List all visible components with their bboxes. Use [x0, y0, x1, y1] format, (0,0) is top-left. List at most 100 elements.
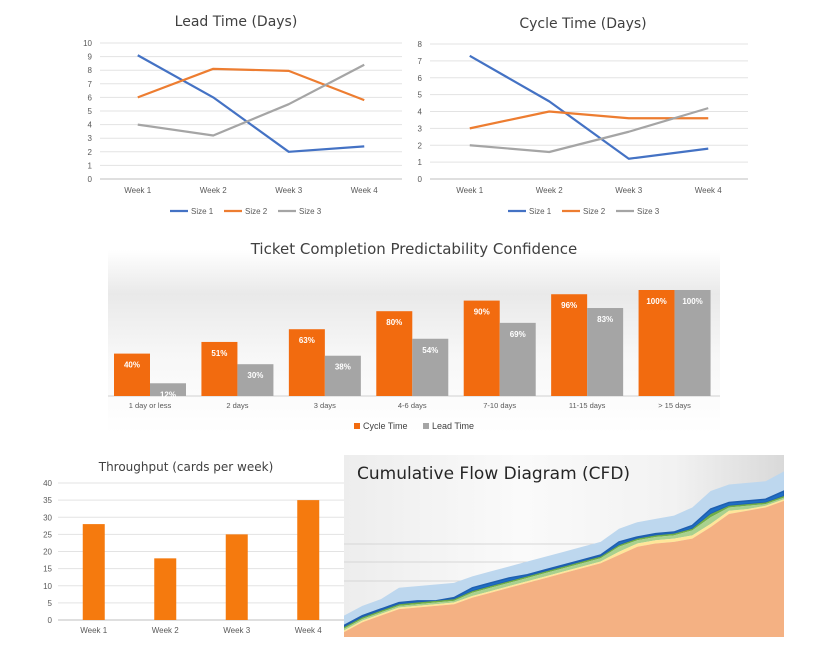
series-line: [469, 110, 709, 130]
legend-swatch: [423, 423, 429, 429]
legend-label: Size 2: [583, 207, 606, 216]
cycle-time-chart: Cycle Time (Days) 0 1 2 3 4 5 6 7 8 Week 1 Week 2 W…: [408, 8, 758, 224]
y-tick-label: 30: [43, 513, 52, 522]
y-tick-label: 20: [43, 548, 52, 557]
predictability-plot: 40% 12% 1 day or less 51% 30% 2 days 63% 38% 3 d…: [108, 290, 720, 431]
x-tick-label: 11-15 days: [569, 401, 606, 410]
x-tick-label: Week 2: [536, 186, 564, 195]
x-tick-label: 2 days: [226, 401, 248, 410]
x-tick-label: 4-6 days: [398, 401, 427, 410]
data-label: 90%: [474, 308, 490, 317]
y-tick-label: 1: [88, 161, 93, 170]
data-label: 96%: [561, 301, 577, 310]
legend-label: Size 3: [637, 207, 660, 216]
y-tick-label: 3: [88, 134, 93, 143]
series-line: [469, 54, 709, 160]
data-label: 80%: [386, 318, 402, 327]
chart-title: Throughput (cards per week): [98, 460, 274, 474]
data-label: 51%: [211, 349, 227, 358]
cfd-band: [344, 500, 784, 637]
throughput-plot: 0 5 10 15 20 25 30 35 40 Week 1 Week 2 Week 3 Week 4: [43, 479, 344, 635]
data-label: 83%: [597, 315, 613, 324]
predictability-chart: Ticket Completion Predictability Confide…: [108, 234, 720, 434]
chart-title: Ticket Completion Predictability Confide…: [250, 240, 578, 258]
bar: [150, 383, 186, 396]
x-tick-label: Week 2: [200, 186, 228, 195]
series-line: [137, 54, 365, 153]
cfd-chart: Cumulative Flow Diagram (CFD): [343, 455, 785, 637]
series-line: [137, 63, 365, 137]
cfd-band: [344, 471, 784, 626]
y-tick-label: 5: [418, 91, 423, 100]
bar: [638, 290, 675, 396]
x-tick-label: Week 4: [295, 626, 323, 635]
y-tick-label: 4: [418, 108, 423, 117]
y-tick-label: 6: [88, 93, 93, 102]
bar: [376, 311, 413, 396]
legend-label: Size 2: [245, 207, 268, 216]
x-tick-label: Week 3: [615, 186, 643, 195]
x-tick-label: 1 day or less: [129, 401, 172, 410]
series-line: [469, 107, 709, 154]
y-tick-label: 5: [48, 599, 53, 608]
x-tick-label: Week 1: [124, 186, 152, 195]
data-label: 54%: [422, 346, 438, 355]
y-tick-label: 40: [43, 479, 52, 488]
data-label: 40%: [124, 361, 140, 370]
legend-label: Lead Time: [432, 421, 474, 431]
bar: [114, 353, 150, 396]
chart-title: Cycle Time (Days): [519, 16, 647, 32]
chart-title: Lead Time (Days): [174, 14, 298, 30]
x-tick-label: > 15 days: [658, 401, 691, 410]
y-tick-label: 0: [418, 175, 423, 184]
chart-title: Cumulative Flow Diagram (CFD): [357, 464, 631, 484]
y-tick-label: 7: [418, 57, 423, 66]
bar: [587, 308, 624, 396]
y-tick-label: 10: [43, 582, 52, 591]
lead-time-plot: 0 1 2 3 4 5 6 7 8 9 10 Week 1 Week 2 Week 3 Week 4 Size…: [83, 39, 402, 216]
y-tick-label: 3: [418, 124, 423, 133]
y-tick-label: 0: [88, 175, 93, 184]
y-tick-label: 10: [83, 39, 92, 48]
data-label: 38%: [335, 363, 351, 372]
bar: [154, 558, 177, 620]
bar: [674, 290, 711, 396]
y-tick-label: 8: [418, 40, 423, 49]
cycle-time-plot: 0 1 2 3 4 5 6 7 8 Week 1 Week 2 Week 3 Week 4 Size 1 S…: [418, 40, 748, 216]
legend-label: Size 1: [191, 207, 214, 216]
bar: [82, 524, 105, 620]
bar: [288, 329, 325, 396]
y-tick-label: 25: [43, 530, 52, 539]
data-label: 69%: [510, 330, 526, 339]
y-tick-label: 35: [43, 496, 52, 505]
x-tick-label: Week 3: [223, 626, 251, 635]
throughput-chart: Throughput (cards per week) 0 5 10 15 20 25 30…: [28, 452, 344, 642]
y-tick-label: 8: [88, 66, 93, 75]
y-tick-label: 5: [88, 107, 93, 116]
bar: [463, 300, 500, 396]
bar: [225, 534, 248, 620]
bar: [412, 338, 449, 396]
legend-label: Cycle Time: [363, 421, 408, 431]
x-tick-label: Week 1: [80, 626, 108, 635]
data-label: 12%: [160, 390, 176, 399]
bar: [201, 341, 238, 396]
bar: [499, 322, 536, 396]
x-tick-label: Week 3: [275, 186, 303, 195]
bar: [324, 355, 361, 396]
legend-label: Size 1: [529, 207, 552, 216]
data-label: 100%: [646, 297, 666, 306]
y-tick-label: 2: [418, 141, 423, 150]
y-tick-label: 0: [48, 616, 53, 625]
x-tick-label: Week 4: [351, 186, 379, 195]
x-tick-label: Week 2: [152, 626, 180, 635]
y-tick-label: 15: [43, 565, 52, 574]
lead-time-chart: Lead Time (Days) 0 1 2 3 4 5 6 7 8 9 10 Week 1 Week …: [60, 8, 412, 224]
bar: [551, 294, 588, 396]
y-tick-label: 2: [88, 148, 93, 157]
x-tick-label: Week 1: [456, 186, 484, 195]
x-tick-label: 3 days: [314, 401, 336, 410]
x-tick-label: 7-10 days: [483, 401, 516, 410]
bar: [237, 364, 274, 396]
bar: [297, 500, 320, 620]
